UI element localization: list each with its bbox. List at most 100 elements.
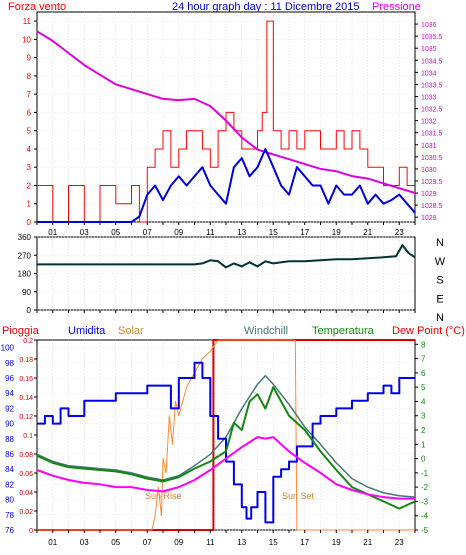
x-tick-label: 11: [206, 538, 215, 547]
dewpoint-line: [36, 436, 415, 500]
y-left-tick-label: 8: [27, 72, 32, 81]
x-tick-label: 11: [206, 228, 215, 237]
solar-line: [37, 339, 415, 531]
y-right-tick-label: 1031.5: [421, 131, 443, 138]
humidity-tick-label: 76: [5, 526, 14, 535]
direction-tick-label: 90: [22, 288, 31, 297]
rain-tick-label: 0.02: [19, 509, 33, 516]
x-tick-label: 13: [237, 228, 246, 237]
rain-label: Pioggia: [2, 325, 40, 337]
rain-tick-label: 0.1: [23, 433, 33, 440]
temperature-tick-label: 5: [421, 383, 426, 392]
x-tick-label: 05: [111, 538, 120, 547]
x-tick-label: 03: [80, 538, 89, 547]
rain-tick-label: 0.06: [19, 471, 33, 478]
rain-tick-label: 0.04: [19, 490, 33, 497]
x-tick-label: 17: [300, 228, 309, 237]
direction-tick-label: 360: [18, 233, 32, 242]
y-right-tick-label: 1029.5: [421, 179, 443, 186]
x-tick-label: 19: [332, 538, 341, 547]
humidity-tick-label: 88: [5, 435, 14, 444]
rain-tick-label: 0.12: [19, 414, 33, 421]
rain-tick-label: 0.08: [19, 452, 33, 459]
humidity-tick-label: 80: [5, 496, 14, 505]
rain-tick-label: 0: [29, 528, 33, 535]
x-tick-label: 07: [143, 228, 152, 237]
temperature-tick-label: 7: [421, 355, 426, 364]
humidity-tick-label: 100: [1, 344, 15, 353]
y-right-tick-label: 1030: [421, 167, 437, 174]
x-tick-label: 07: [143, 538, 152, 547]
y-right-tick-label: 1034.5: [421, 58, 443, 65]
y-left-tick-label: 0: [27, 218, 32, 227]
y-left-tick-label: 10: [22, 35, 31, 44]
temperature-tick-label: 2: [421, 426, 426, 435]
y-right-tick-label: 1028: [421, 215, 437, 222]
y-right-tick-label: 1033.5: [421, 82, 443, 89]
y-left-tick-label: 2: [27, 181, 32, 190]
humidity-line: [37, 361, 415, 524]
humidity-tick-label: 78: [5, 511, 14, 520]
temperature-tick-label: -4: [421, 512, 429, 521]
y-right-tick-label: 1035: [421, 46, 437, 53]
dewpoint-label: Dew Point (°C): [392, 325, 465, 337]
x-tick-label: 21: [363, 228, 372, 237]
y-left-tick-label: 1: [27, 200, 32, 209]
humidity-tick-label: 94: [5, 389, 14, 398]
y-left-tick-label: 7: [27, 90, 32, 99]
temperature-tick-label: -2: [421, 483, 429, 492]
windchill-label: Windchill: [244, 325, 288, 337]
temperature-tick-label: 0: [421, 455, 426, 464]
x-tick-label: 19: [332, 228, 341, 237]
humidity-tick-label: 84: [5, 465, 14, 474]
y-left-tick-label: 6: [27, 108, 32, 117]
x-tick-label: 15: [269, 538, 278, 547]
x-tick-label: 13: [237, 538, 246, 547]
x-tick-label: 17: [300, 538, 309, 547]
y-right-tick-label: 1031: [421, 143, 437, 150]
wind-speed-line: [37, 20, 415, 223]
humidity-tick-label: 82: [5, 480, 14, 489]
direction-tick-label: 180: [18, 270, 32, 279]
humidity-label: Umidita: [68, 325, 106, 337]
humidity-tick-label: 96: [5, 374, 14, 383]
y-right-tick-label: 1028.5: [421, 203, 443, 210]
wind-title: Forza vento: [8, 1, 66, 13]
x-tick-label: 23: [395, 228, 404, 237]
y-right-tick-label: 1032: [421, 119, 437, 126]
humidity-tick-label: 86: [5, 450, 14, 459]
rain-tick-label: 0.16: [19, 376, 33, 383]
temperature-tick-label: -3: [421, 497, 429, 506]
x-tick-label: 01: [48, 228, 57, 237]
y-left-tick-label: 9: [27, 54, 32, 63]
solar-label: Solar: [118, 325, 144, 337]
y-right-tick-label: 1033: [421, 94, 437, 101]
wind-direction-line: [37, 244, 416, 269]
rain-tick-label: 0.2: [23, 338, 33, 345]
rain-tick-label: 0.18: [19, 357, 33, 364]
compass-letter: E: [436, 293, 443, 305]
temperature-tick-label: 3: [421, 412, 426, 421]
x-tick-label: 09: [174, 538, 183, 547]
temperature-tick-label: 1: [421, 440, 426, 449]
x-tick-label: 03: [80, 228, 89, 237]
date-title: 24 hour graph day : 11 Dicembre 2015: [172, 1, 360, 13]
y-right-tick-label: 1029: [421, 191, 437, 198]
y-left-tick-label: 4: [27, 145, 32, 154]
y-left-tick-label: 3: [27, 163, 32, 172]
humidity-tick-label: 98: [5, 359, 14, 368]
compass-letter: W: [435, 256, 446, 268]
temperature-tick-label: -1: [421, 469, 429, 478]
sunrise-annotation: Sun Rise: [145, 491, 182, 501]
x-tick-label: 05: [111, 228, 120, 237]
rain-tick-label: 0.14: [19, 395, 33, 402]
y-right-tick-label: 1034: [421, 70, 437, 77]
pressure-line: [36, 30, 416, 194]
humidity-tick-label: 92: [5, 404, 14, 413]
temperature-tick-label: 6: [421, 369, 426, 378]
windchill-line: [36, 374, 416, 498]
data-layer: [36, 20, 416, 531]
y-left-tick-label: 11: [23, 17, 32, 26]
compass-letter: N: [436, 237, 444, 249]
